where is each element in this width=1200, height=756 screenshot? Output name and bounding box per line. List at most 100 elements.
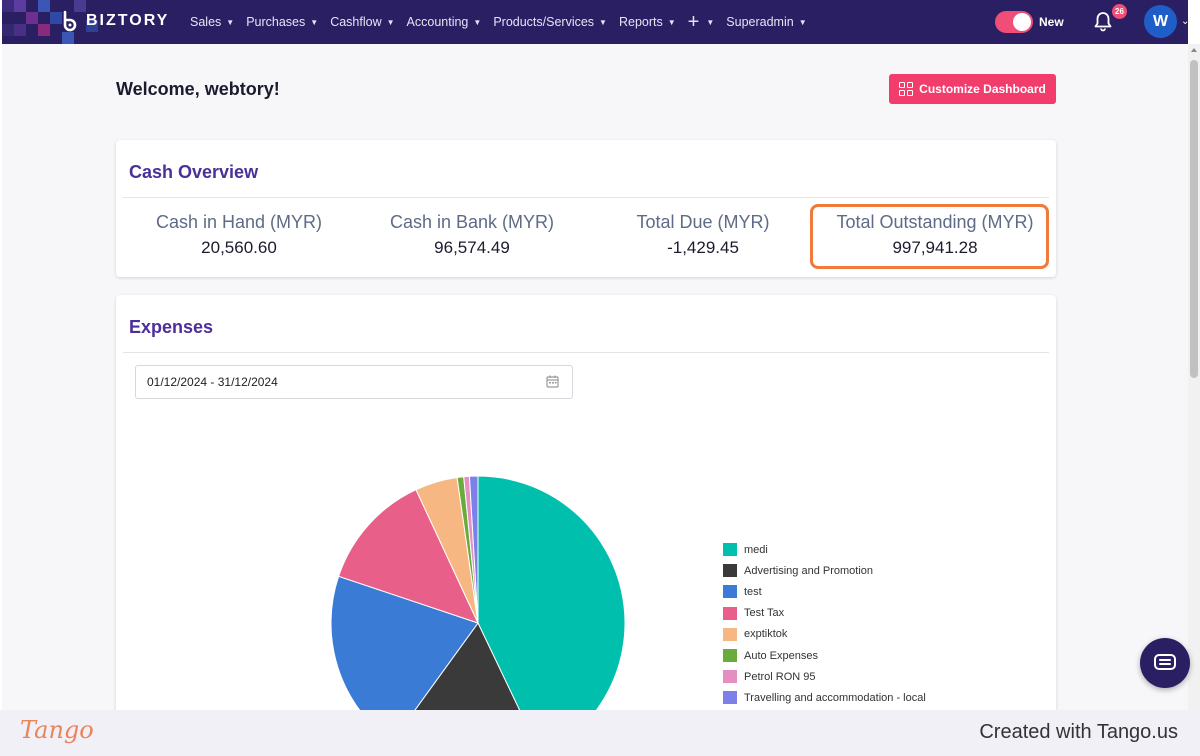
nav-superadmin-label: Superadmin [726, 15, 794, 29]
tango-credit: Created with Tango.us [979, 721, 1178, 743]
new-ui-toggle[interactable]: New [995, 11, 1064, 33]
chat-button[interactable] [1140, 638, 1190, 688]
logo-mosaic [2, 0, 112, 44]
cash-overview-title: Cash Overview [129, 162, 259, 182]
toggle-switch[interactable] [995, 11, 1033, 33]
nav-purchases-label: Purchases [246, 15, 306, 29]
legend-label: Test Tax [744, 607, 785, 620]
stat-label: Cash in Bank (MYR) [389, 212, 555, 232]
chevron-down-icon: ▼ [798, 17, 807, 27]
legend-swatch [723, 585, 737, 599]
legend-item[interactable]: exptiktok [723, 624, 926, 645]
divider [123, 197, 1049, 198]
legend-swatch [723, 543, 737, 557]
legend-swatch [723, 606, 737, 620]
stat-value: 997,941.28 [892, 238, 978, 257]
legend-item[interactable]: Auto Expenses [723, 645, 926, 666]
chevron-down-icon: ▼ [667, 17, 676, 27]
legend-label: Auto Expenses [744, 649, 818, 662]
customize-dashboard-button[interactable]: Customize Dashboard [889, 74, 1056, 104]
pie-slice-test[interactable] [330, 575, 479, 710]
stat-label: Total Outstanding (MYR) [836, 212, 1034, 232]
main-nav: Sales ▼ Purchases ▼ Cashflow ▼ Accounting ▼ … [190, 0, 819, 44]
expenses-title: Expenses [129, 317, 214, 337]
stat-value: 96,574.49 [434, 238, 510, 257]
legend-label: exptiktok [744, 628, 788, 641]
avatar[interactable]: W [1144, 5, 1177, 38]
legend-swatch [723, 649, 737, 663]
stat-label: Total Due (MYR) [636, 212, 770, 232]
nav-accounting-label: Accounting [406, 15, 469, 29]
legend-label: Travelling and accommodation - local [744, 691, 926, 704]
bell-icon[interactable] [1093, 10, 1113, 32]
cash-overview-card: Cash Overview Cash in Hand (MYR) 20,560.… [116, 140, 1056, 277]
nav-superadmin[interactable]: Superadmin ▼ [726, 15, 806, 29]
nav-products-services-label: Products/Services [493, 15, 595, 29]
legend-item[interactable]: test [723, 581, 926, 602]
scrollbar[interactable] [1188, 44, 1200, 710]
legend-label: Advertising and Promotion [744, 564, 874, 577]
nav-sales-label: Sales [190, 15, 222, 29]
chevron-down-icon: ▼ [473, 17, 482, 27]
toggle-label: New [1039, 15, 1064, 29]
dashboard-content: Welcome, webtory! Customize Dashboard Ca… [2, 44, 1188, 710]
calendar-icon[interactable] [546, 375, 559, 388]
date-range-value: 01/12/2024 - 31/12/2024 [147, 375, 278, 389]
grid-icon [899, 82, 914, 96]
pie-slice-advertising-and-promotion[interactable] [392, 622, 542, 710]
legend-swatch [723, 627, 737, 641]
legend-item[interactable]: Travelling and accommodation - local [723, 687, 926, 708]
stat-value: -1,429.45 [667, 238, 739, 257]
chevron-down-icon[interactable]: ⌄ [1181, 16, 1188, 27]
legend-swatch [723, 670, 737, 684]
nav-accounting[interactable]: Accounting ▼ [407, 15, 482, 29]
nav-products-services[interactable]: Products/Services ▼ [493, 15, 607, 29]
legend-item[interactable]: Advertising and Promotion [723, 560, 926, 581]
legend-label: medi [744, 543, 768, 556]
scroll-thumb[interactable] [1190, 60, 1198, 378]
nav-reports[interactable]: Reports ▼ [619, 15, 676, 29]
legend-swatch [723, 564, 737, 578]
legend-label: Petrol RON 95 [744, 670, 816, 683]
customize-dashboard-label: Customize Dashboard [919, 82, 1046, 96]
expenses-pie-chart[interactable] [328, 471, 628, 710]
expenses-card: Expenses 01/12/2024 - 31/12/2024 medi Adv… [116, 295, 1056, 710]
scroll-up-arrow-icon[interactable] [1191, 48, 1197, 52]
divider [123, 352, 1049, 353]
legend-item[interactable]: Petrol RON 95 [723, 666, 926, 687]
highlight-box [810, 204, 1049, 269]
chevron-down-icon: ▼ [310, 17, 319, 27]
legend-item[interactable]: Test Tax [723, 603, 926, 624]
stat-cash-in-bank: Cash in Bank (MYR) 96,574.49 [357, 212, 587, 258]
pie-slice-medi[interactable] [477, 475, 626, 710]
pie-slice-travelling-and-accommodation-local[interactable] [468, 475, 479, 624]
nav-quick-add[interactable]: + ▼ [688, 12, 715, 32]
chevron-down-icon: ▼ [706, 17, 715, 27]
footer: Tango Created with Tango.us [0, 710, 1200, 756]
stat-cash-in-hand: Cash in Hand (MYR) 20,560.60 [124, 212, 354, 258]
stat-value: 20,560.60 [201, 238, 277, 257]
chat-icon [1154, 654, 1176, 670]
pie-slice-test-tax[interactable] [337, 489, 479, 624]
legend-label: test [744, 585, 762, 598]
tango-logo: Tango [20, 716, 94, 744]
nav-sales[interactable]: Sales ▼ [190, 15, 234, 29]
biztory-logo-icon [63, 10, 77, 32]
date-range-input[interactable]: 01/12/2024 - 31/12/2024 [135, 365, 573, 399]
chevron-down-icon: ▼ [226, 17, 235, 27]
legend-item[interactable]: medi [723, 539, 926, 560]
stat-total-due: Total Due (MYR) -1,429.45 [588, 212, 818, 258]
chevron-down-icon: ▼ [599, 17, 607, 27]
pie-legend: medi Advertising and Promotion test Test Ta… [723, 539, 926, 709]
nav-reports-label: Reports [618, 15, 663, 29]
stat-total-outstanding: Total Outstanding (MYR) 997,941.28 [820, 212, 1050, 258]
nav-cashflow[interactable]: Cashflow ▼ [330, 15, 394, 29]
stat-label: Cash in Hand (MYR) [155, 212, 323, 232]
brand-logo[interactable]: BIZTORY [60, 10, 169, 32]
toggle-knob [1013, 13, 1031, 31]
brand-name: BIZTORY [86, 12, 170, 29]
notification-badge: 26 [1112, 4, 1127, 19]
nav-purchases[interactable]: Purchases ▼ [246, 15, 318, 29]
legend-swatch [723, 691, 737, 705]
top-navbar: BIZTORY Sales ▼ Purchases ▼ Cashflow ▼ Acco… [2, 0, 1188, 44]
